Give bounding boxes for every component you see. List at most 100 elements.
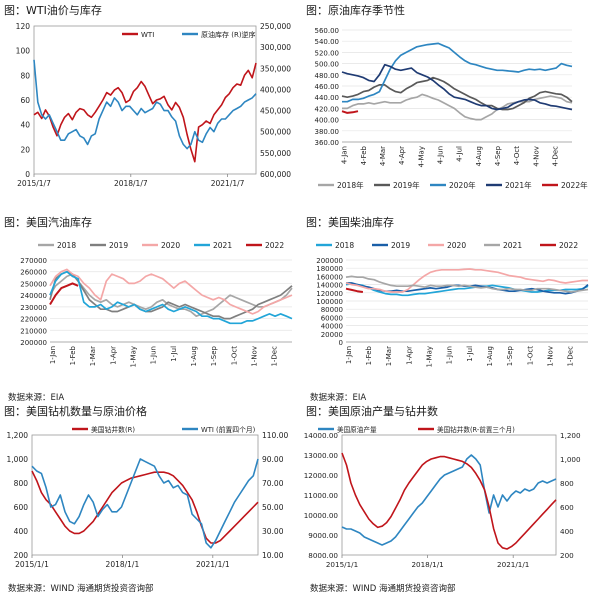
y-tick-left: 11000.00 — [304, 491, 339, 500]
series-line — [341, 76, 573, 111]
legend-label: 2021 — [213, 241, 232, 250]
y-tick-left: 13000.00 — [304, 451, 339, 460]
y-tick-label: 0 — [339, 339, 343, 347]
x-tick-label: 4-Oct — [513, 146, 521, 166]
series-line — [49, 270, 293, 320]
y-tick-right: 200 — [560, 551, 574, 560]
y-tick-label: 60000 — [321, 314, 343, 322]
x-tick-label: 1-Mar — [385, 346, 393, 366]
y-tick-label: 240000 — [20, 292, 47, 300]
y-tick-label: 100000 — [316, 298, 343, 306]
x-tick-label: 4-Jun — [436, 146, 444, 164]
x-tick-label: 2018/1/1 — [106, 560, 140, 569]
panel-gasoline: 图：美国汽油库存 200000 210000 220000 230000 240000 2… — [4, 216, 300, 386]
y-tick-left: 1,200 — [7, 431, 29, 440]
y-tick-left: 80 — [20, 71, 30, 80]
panel-diesel: 图：美国柴油库存 0 20000 40000 60000 80000 100000 1200… — [306, 216, 600, 386]
x-tick-label: 4-Apr — [398, 146, 406, 165]
y-tick-label: 380.00 — [315, 128, 340, 136]
y-tick-right: 110.00 — [262, 431, 288, 440]
y-tick-label: 480.00 — [315, 72, 340, 80]
y-tick-left: 600 — [14, 503, 29, 512]
panel-rigs-price: 图：美国钻机数量与原油价格 200 400 600 800 1,000 1,200 10.0… — [4, 405, 300, 577]
y-tick-label: 270000 — [20, 257, 47, 265]
panel-title: 图：WTI油价与库存 — [4, 4, 102, 17]
y-tick-label: 230000 — [20, 304, 47, 312]
y-tick-label: 260000 — [20, 269, 47, 277]
legend-label: 2019 — [109, 241, 128, 250]
y-tick-left: 14000.00 — [304, 431, 339, 440]
source-eia-right: 数据来源：EIA — [310, 393, 367, 403]
x-tick-label: 2018/1/7 — [114, 179, 148, 188]
series-line — [341, 63, 573, 111]
legend-label: 2021年 — [505, 180, 532, 190]
y-tick-label: 210000 — [20, 327, 47, 335]
series-line-left — [33, 62, 257, 163]
legend-label: WTI (前置四个月) — [201, 425, 256, 434]
panel-output-rigs: 图：美国原油产量与钻井数 8000.00 9000.00 10000.00 11000… — [304, 405, 600, 577]
y-tick-label: 360.00 — [315, 139, 340, 147]
series-line — [342, 42, 573, 103]
series-line-right — [31, 470, 259, 544]
plot-frame — [33, 25, 257, 175]
chart-output-rigs: 8000.00 9000.00 10000.00 11000.00 12000.00 13… — [304, 425, 581, 569]
y-tick-left: 400 — [14, 527, 29, 536]
x-tick-label: 4-Jul — [456, 146, 464, 162]
x-tick-label: 1-Sep — [506, 345, 514, 366]
legend-label: 2018 — [57, 241, 76, 250]
panel-crude-seasonal: 图：原油库存季节性 360.00 380.00 400.00 420.00 440.00… — [306, 4, 600, 194]
legend-label: 2020年 — [449, 180, 476, 190]
y-tick-label: 200000 — [316, 257, 343, 265]
y-tick-label: 120000 — [316, 290, 343, 298]
y-tick-left: 1,000 — [7, 455, 29, 464]
chart-diesel: 0200004000060000800001000001200001400001… — [316, 241, 589, 367]
legend-label: 2022年 — [561, 180, 588, 190]
chart-rigs-price: 200 400 600 800 1,000 1,200 10.00 30.00 50.00 70.… — [7, 425, 289, 569]
legend-label: 美国钻井数(R) — [91, 425, 135, 434]
x-tick-label: 1-Oct — [230, 346, 238, 366]
y-tick-right: 250,000 — [260, 22, 291, 31]
y-tick-left: 100 — [16, 47, 31, 56]
legend-label: WTI — [141, 31, 154, 39]
x-tick-label: 2018/1/1 — [411, 560, 443, 569]
legend-label: 原油库存 (R)逆序 — [201, 30, 256, 39]
y-tick-right: 1,200 — [560, 431, 581, 440]
series-line — [49, 273, 293, 318]
y-tick-label: 540.00 — [315, 38, 340, 46]
y-tick-left: 120 — [16, 22, 31, 31]
y-tick-right: 70.00 — [262, 479, 284, 488]
chart-gasoline: 200000 210000 220000 230000 240000 250000 2600… — [20, 241, 293, 367]
x-tick-label: 1-Feb — [69, 345, 77, 365]
x-tick-label: 1-Apr — [109, 346, 117, 365]
y-tick-left: 0 — [25, 170, 30, 179]
x-tick-label: 1-Jun — [446, 346, 454, 364]
y-tick-left: 800 — [14, 479, 29, 488]
y-tick-right: 500,000 — [260, 128, 291, 137]
chart-crude-seasonal: 360.00 380.00 400.00 420.00 440.00 460.00 480.… — [315, 27, 589, 190]
y-tick-right: 30.00 — [262, 527, 284, 536]
x-tick-label: 1-Feb — [365, 345, 373, 365]
x-tick-label: 2015/1/1 — [326, 560, 358, 569]
x-tick-label: 1-Apr — [405, 346, 413, 365]
plot-frame — [341, 434, 557, 556]
y-tick-label: 200000 — [20, 339, 47, 347]
series-line-right — [33, 59, 257, 150]
y-tick-label: 520.00 — [315, 49, 340, 57]
y-tick-label: 160000 — [316, 273, 343, 281]
legend-label: 2019 — [391, 241, 410, 250]
panel-title: 图：美国柴油库存 — [306, 216, 394, 229]
panel-wti-inventory: 图：WTI油价与库存 0 20 40 60 80 100 120 250,000 300,000… — [4, 4, 300, 194]
y-tick-label: 220000 — [20, 316, 47, 324]
x-tick-label: 1-Aug — [486, 346, 494, 367]
x-tick-label: 4-May — [417, 146, 425, 167]
x-tick-label: 1-Sep — [210, 345, 218, 366]
x-tick-label: 4-Feb — [360, 145, 368, 165]
y-tick-label: 20000 — [321, 331, 343, 339]
x-tick-label: 1-Nov — [251, 346, 259, 367]
x-tick-label: 1-Jan — [345, 346, 353, 364]
legend-label: 2019年 — [393, 180, 420, 190]
panel-title: 图：原油库存季节性 — [306, 4, 405, 17]
panel-title: 图：美国原油产量与钻井数 — [306, 405, 438, 418]
series-line — [345, 287, 364, 293]
legend-label: 2018 — [335, 241, 354, 250]
